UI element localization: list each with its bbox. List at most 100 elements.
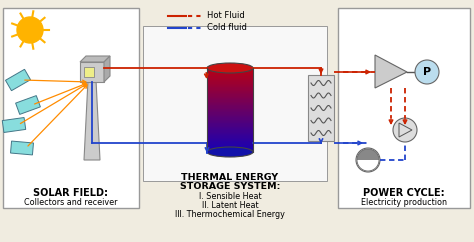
Circle shape bbox=[17, 17, 43, 43]
Bar bbox=[207, 108, 253, 109]
Bar bbox=[207, 113, 253, 115]
Text: STORAGE SYSTEM:: STORAGE SYSTEM: bbox=[180, 182, 280, 191]
Bar bbox=[84, 67, 94, 77]
Bar bbox=[207, 115, 253, 116]
Text: Hot Fluid: Hot Fluid bbox=[207, 12, 245, 21]
Bar bbox=[207, 136, 253, 138]
Bar bbox=[207, 104, 253, 106]
Text: SOLAR FIELD:: SOLAR FIELD: bbox=[34, 188, 109, 198]
Circle shape bbox=[415, 60, 439, 84]
Polygon shape bbox=[375, 55, 407, 88]
Text: III. Thermochemical Energy: III. Thermochemical Energy bbox=[175, 210, 285, 219]
Polygon shape bbox=[80, 56, 110, 62]
Bar bbox=[207, 127, 253, 129]
Bar bbox=[207, 86, 253, 88]
Bar bbox=[207, 78, 253, 79]
Bar bbox=[207, 126, 253, 127]
Bar bbox=[207, 85, 253, 86]
Bar bbox=[207, 116, 253, 118]
Bar bbox=[207, 69, 253, 71]
Bar bbox=[207, 134, 253, 136]
Polygon shape bbox=[16, 96, 40, 114]
Bar bbox=[207, 82, 253, 84]
Bar bbox=[207, 109, 253, 111]
Bar bbox=[207, 111, 253, 113]
Bar bbox=[207, 93, 253, 95]
Bar bbox=[207, 97, 253, 98]
Bar bbox=[207, 117, 253, 119]
Wedge shape bbox=[357, 149, 379, 160]
Bar bbox=[207, 105, 253, 107]
Bar bbox=[207, 120, 253, 121]
Bar bbox=[207, 112, 253, 114]
Bar bbox=[207, 121, 253, 122]
Bar bbox=[207, 118, 253, 120]
Bar bbox=[207, 144, 253, 145]
Bar bbox=[207, 79, 253, 81]
Bar bbox=[207, 73, 253, 75]
Bar bbox=[207, 100, 253, 102]
Bar bbox=[207, 74, 253, 76]
Bar bbox=[207, 102, 253, 103]
Bar bbox=[207, 81, 253, 83]
Polygon shape bbox=[2, 118, 26, 132]
Bar bbox=[207, 148, 253, 150]
Bar bbox=[207, 147, 253, 149]
Bar bbox=[207, 123, 253, 125]
Bar bbox=[207, 132, 253, 133]
Text: P: P bbox=[423, 67, 431, 77]
Bar bbox=[207, 92, 253, 94]
Circle shape bbox=[393, 118, 417, 142]
Bar bbox=[3, 8, 139, 208]
Bar bbox=[207, 103, 253, 105]
Polygon shape bbox=[10, 141, 34, 155]
Bar bbox=[207, 141, 253, 143]
Bar bbox=[207, 140, 253, 142]
Bar bbox=[207, 80, 253, 82]
Polygon shape bbox=[104, 56, 110, 82]
Bar bbox=[207, 99, 253, 101]
Text: POWER CYCLE:: POWER CYCLE: bbox=[363, 188, 445, 198]
Circle shape bbox=[356, 148, 380, 172]
Ellipse shape bbox=[207, 63, 253, 73]
Polygon shape bbox=[84, 80, 100, 160]
Bar bbox=[207, 130, 253, 132]
Bar bbox=[207, 91, 253, 92]
Bar bbox=[207, 146, 253, 148]
Bar bbox=[207, 142, 253, 144]
Bar bbox=[207, 139, 253, 141]
Bar bbox=[207, 151, 253, 152]
Bar bbox=[207, 96, 253, 97]
Bar bbox=[207, 145, 253, 146]
Bar bbox=[207, 83, 253, 85]
Bar bbox=[207, 72, 253, 73]
Bar bbox=[80, 62, 104, 82]
Ellipse shape bbox=[207, 147, 253, 157]
Bar bbox=[207, 135, 253, 137]
Bar bbox=[207, 70, 253, 72]
Bar bbox=[207, 129, 253, 131]
Text: I. Sensible Heat: I. Sensible Heat bbox=[199, 192, 261, 201]
Bar bbox=[207, 76, 253, 78]
Polygon shape bbox=[6, 69, 30, 91]
Bar bbox=[207, 87, 253, 89]
Bar bbox=[207, 106, 253, 108]
Bar bbox=[207, 133, 253, 135]
Bar bbox=[207, 138, 253, 139]
Bar bbox=[207, 90, 253, 91]
Text: THERMAL ENERGY: THERMAL ENERGY bbox=[182, 173, 279, 182]
Bar bbox=[207, 124, 253, 126]
Text: Electricity production: Electricity production bbox=[361, 198, 447, 207]
Bar bbox=[207, 128, 253, 130]
Bar bbox=[207, 122, 253, 124]
Bar bbox=[207, 68, 253, 70]
Bar bbox=[207, 94, 253, 96]
Bar bbox=[308, 75, 334, 141]
Text: II. Latent Heat: II. Latent Heat bbox=[202, 201, 258, 210]
Bar bbox=[207, 98, 253, 100]
Bar bbox=[207, 75, 253, 77]
Bar bbox=[207, 110, 253, 112]
Bar bbox=[207, 150, 253, 151]
Text: Cold fluid: Cold fluid bbox=[207, 23, 247, 32]
Bar bbox=[143, 26, 327, 181]
